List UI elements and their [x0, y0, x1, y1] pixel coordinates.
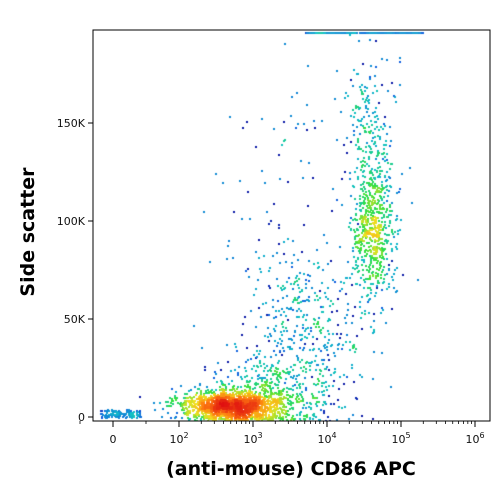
x-axis-ticks: 0 102 103 104 105 106 [79, 421, 485, 446]
y-tick-label: 150K [57, 117, 86, 130]
y-tick-label: 50K [64, 313, 86, 326]
plot-frame [92, 29, 491, 422]
y-axis-title: Side scatter [17, 167, 39, 297]
y-tick-label: 0 [78, 411, 85, 424]
x-axis-title: (anti-mouse) CD86 APC [166, 458, 416, 480]
x-tick-label: 103 [243, 431, 262, 446]
x-tick-label: 105 [391, 431, 410, 446]
x-tick-label: 106 [465, 431, 484, 446]
x-tick-label: 104 [317, 431, 336, 446]
y-tick-label: 100K [57, 215, 86, 228]
y-axis-ticks: 0 50K 100K 150K [57, 117, 93, 424]
x-tick-label: 0 [110, 433, 117, 446]
x-tick-label: 102 [169, 431, 188, 446]
